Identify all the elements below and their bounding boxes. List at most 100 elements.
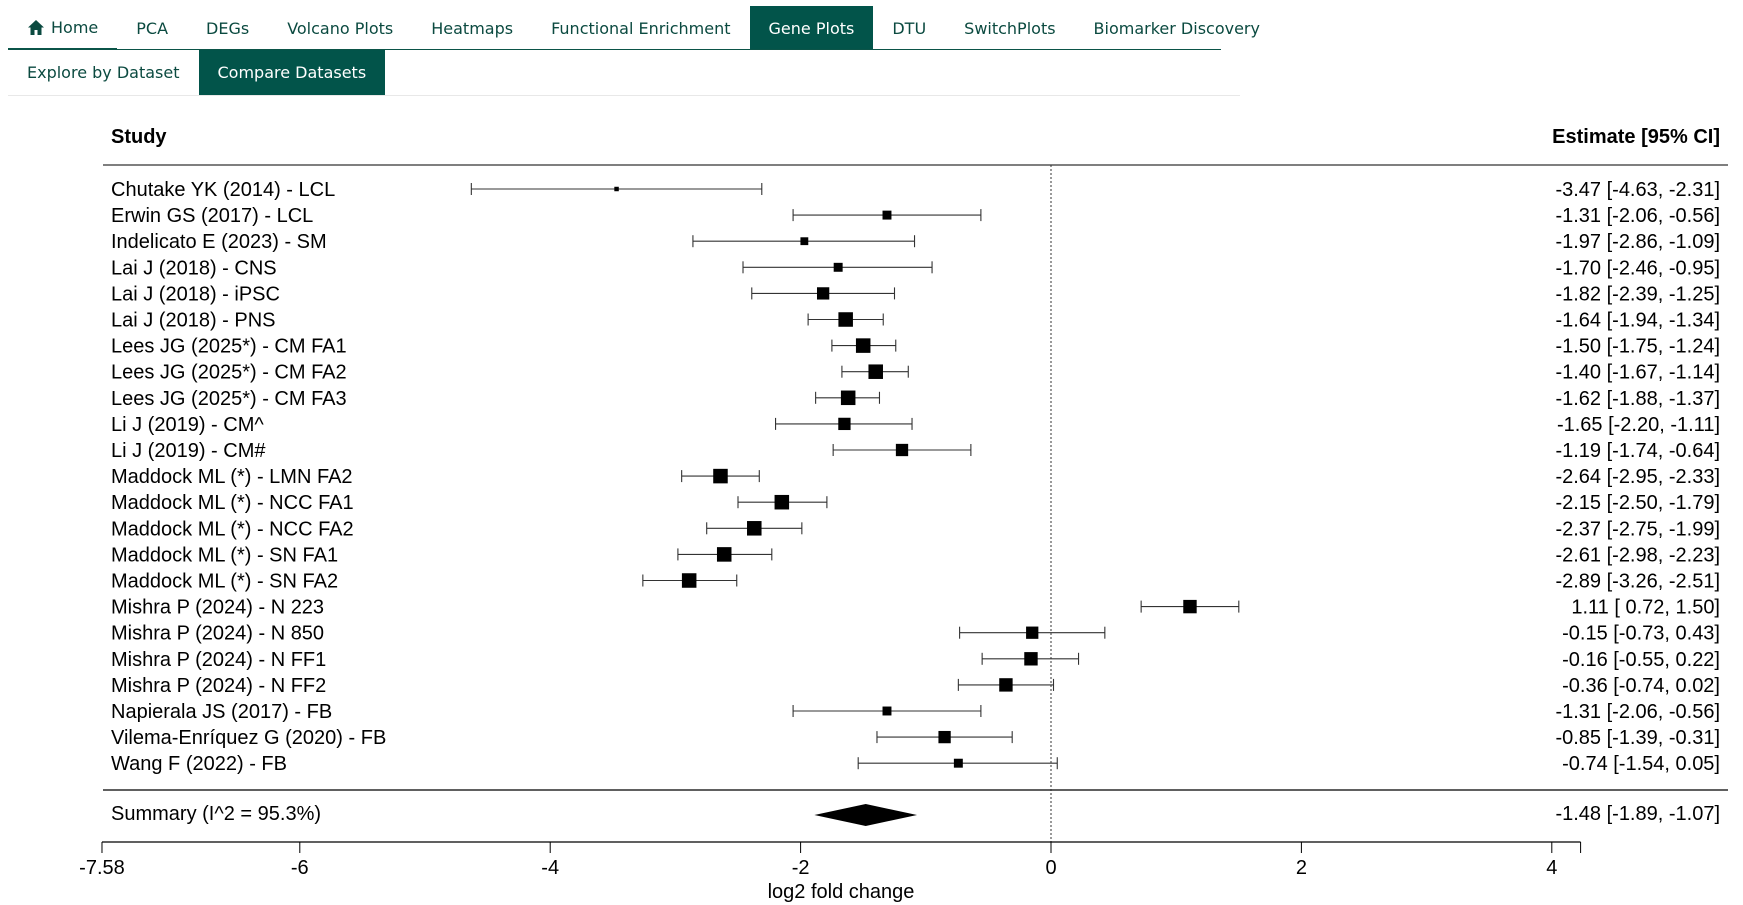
study-estimate: -1.70 [-2.46, -0.95] (1555, 257, 1720, 279)
study-estimate: -2.64 [-2.95, -2.33] (1555, 466, 1720, 488)
estimate-box (1183, 599, 1197, 614)
study-row: Mishra P (2024) - N 850 -0.15 [-0.73, 0.4… (111, 623, 1720, 645)
study-estimate: -0.74 [-1.54, 0.05] (1562, 753, 1720, 775)
study-label: Indelicato E (2023) - SM (111, 231, 327, 253)
study-estimate: -3.47 [-4.63, -2.31] (1555, 179, 1720, 201)
study-row: Lees JG (2025*) - CM FA2 -1.40 [-1.67, -1… (111, 362, 1720, 384)
study-estimate: -1.19 [-1.74, -0.64] (1555, 440, 1720, 462)
study-row: Lai J (2018) - iPSC -1.82 [-2.39, -1.25] (111, 283, 1720, 305)
tab-volcano-plots[interactable]: Volcano Plots (287, 18, 394, 38)
estimate-box (833, 262, 843, 272)
study-estimate: -1.65 [-2.20, -1.11] (1557, 414, 1720, 436)
main-nav: Home PCA DEGs Volcano Plots Heatmaps Fun… (8, 6, 1279, 50)
tab-functional-enrichment[interactable]: Functional Enrichment (551, 18, 731, 38)
study-label: Lees JG (2025*) - CM FA1 (111, 336, 347, 358)
summary-estimate: -1.48 [-1.89, -1.07] (1555, 803, 1720, 825)
study-row: Maddock ML (*) - SN FA1 -2.61 [-2.98, -2.… (111, 544, 1720, 566)
study-row: Maddock ML (*) - NCC FA2 -2.37 [-2.75, -1… (111, 518, 1720, 540)
study-estimate: -2.89 [-3.26, -2.51] (1555, 571, 1720, 593)
study-row: Indelicato E (2023) - SM -1.97 [-2.86, -1… (111, 231, 1720, 253)
study-row: Wang F (2022) - FB -0.74 [-1.54, 0.05] (111, 753, 1720, 775)
tab-heatmaps[interactable]: Heatmaps (431, 18, 514, 38)
study-label: Maddock ML (*) - NCC FA1 (111, 492, 354, 514)
study-label: Li J (2019) - CM^ (111, 414, 264, 436)
study-label: Mishra P (2024) - N 223 (111, 597, 324, 619)
study-label: Mishra P (2024) - N FF1 (111, 649, 326, 671)
study-header: Study (111, 126, 167, 148)
study-estimate: -0.85 [-1.39, -0.31] (1555, 727, 1720, 749)
study-row: Erwin GS (2017) - LCL -1.31 [-2.06, -0.56… (111, 205, 1720, 227)
study-row: Chutake YK (2014) - LCL -3.47 [-4.63, -2.… (111, 179, 1720, 201)
study-estimate: -1.62 [-1.88, -1.37] (1555, 388, 1720, 410)
study-label: Mishra P (2024) - N 850 (111, 623, 324, 645)
estimate-box (800, 237, 809, 246)
study-estimate: -1.31 [-2.06, -0.56] (1555, 701, 1720, 723)
estimate-header: Estimate [95% CI] (1552, 126, 1720, 148)
study-estimate: -0.15 [-0.73, 0.43] (1562, 623, 1720, 645)
x-tick-label: -6 (291, 857, 309, 879)
study-row: Lai J (2018) - PNS -1.64 [-1.94, -1.34] (111, 310, 1720, 332)
study-row: Napierala JS (2017) - FB -1.31 [-2.06, -0… (111, 701, 1720, 723)
study-estimate: -1.82 [-2.39, -1.25] (1555, 283, 1720, 305)
study-row: Vilema-Enríquez G (2020) - FB -0.85 [-1.3… (111, 727, 1720, 749)
study-label: Maddock ML (*) - LMN FA2 (111, 466, 353, 488)
study-label: Lees JG (2025*) - CM FA2 (111, 362, 347, 384)
estimate-box (938, 730, 951, 744)
study-label: Chutake YK (2014) - LCL (111, 179, 335, 201)
study-label: Lai J (2018) - CNS (111, 257, 277, 279)
tab-pca[interactable]: PCA (136, 18, 169, 38)
study-row: Lees JG (2025*) - CM FA3 -1.62 [-1.88, -1… (111, 388, 1720, 410)
nav-divider (116, 49, 1221, 50)
study-label: Mishra P (2024) - N FF2 (111, 675, 326, 697)
x-tick-label: 0 (1045, 857, 1056, 879)
study-row: Li J (2019) - CM# -1.19 [-1.74, -0.64] (111, 440, 1720, 462)
estimate-box (747, 521, 762, 536)
study-label: Maddock ML (*) - SN FA2 (111, 571, 338, 593)
estimate-box (1026, 626, 1039, 639)
estimate-box (953, 758, 963, 768)
x-tick-label: 2 (1296, 857, 1307, 879)
estimate-box (838, 417, 851, 431)
sub-nav: Explore by Dataset Compare Datasets (8, 50, 386, 95)
home-icon (28, 19, 44, 35)
estimate-box (713, 468, 728, 484)
estimate-box (774, 494, 790, 510)
study-label: Vilema-Enríquez G (2020) - FB (111, 727, 386, 749)
x-tick-label: 4 (1546, 857, 1557, 879)
subnav-divider (8, 95, 1240, 96)
tab-biomarker-discovery[interactable]: Biomarker Discovery (1093, 18, 1260, 38)
tab-degs[interactable]: DEGs (206, 18, 250, 38)
study-label: Maddock ML (*) - SN FA1 (111, 544, 338, 566)
study-label: Lees JG (2025*) - CM FA3 (111, 388, 347, 410)
x-axis-title: log2 fold change (768, 881, 915, 903)
study-estimate: -2.61 [-2.98, -2.23] (1555, 544, 1720, 566)
estimate-box (999, 678, 1013, 692)
study-estimate: -1.97 [-2.86, -1.09] (1555, 231, 1720, 253)
study-row: Lai J (2018) - CNS -1.70 [-2.46, -0.95] (111, 257, 1720, 279)
subtab-explore-by-dataset[interactable]: Explore by Dataset (27, 63, 180, 82)
study-label: Maddock ML (*) - NCC FA2 (111, 518, 354, 540)
tab-home[interactable]: Home (8, 6, 118, 50)
estimate-box (855, 338, 871, 353)
estimate-box (838, 312, 853, 327)
study-estimate: 1.11 [ 0.72, 1.50] (1571, 597, 1720, 619)
study-row: Mishra P (2024) - N FF2 -0.36 [-0.74, 0.0… (111, 675, 1720, 697)
tab-gene-plots[interactable]: Gene Plots (749, 6, 874, 50)
estimate-box (614, 186, 619, 192)
tab-dtu[interactable]: DTU (892, 18, 927, 38)
estimate-box (882, 210, 892, 220)
study-estimate: -1.40 [-1.67, -1.14] (1555, 362, 1720, 384)
study-label: Li J (2019) - CM# (111, 440, 266, 462)
estimate-box (681, 573, 697, 588)
estimate-box (716, 547, 732, 562)
estimate-box (816, 287, 830, 300)
study-estimate: -2.37 [-2.75, -1.99] (1555, 518, 1720, 540)
tab-switchplots[interactable]: SwitchPlots (964, 18, 1056, 38)
subtab-compare-datasets[interactable]: Compare Datasets (198, 50, 386, 95)
summary-diamond (814, 804, 918, 826)
estimate-box (1024, 652, 1038, 666)
study-label: Wang F (2022) - FB (111, 753, 287, 775)
summary-label: Summary (I^2 = 95.3%) (111, 803, 321, 825)
study-label: Lai J (2018) - iPSC (111, 283, 280, 305)
x-tick-label: -2 (792, 857, 810, 879)
